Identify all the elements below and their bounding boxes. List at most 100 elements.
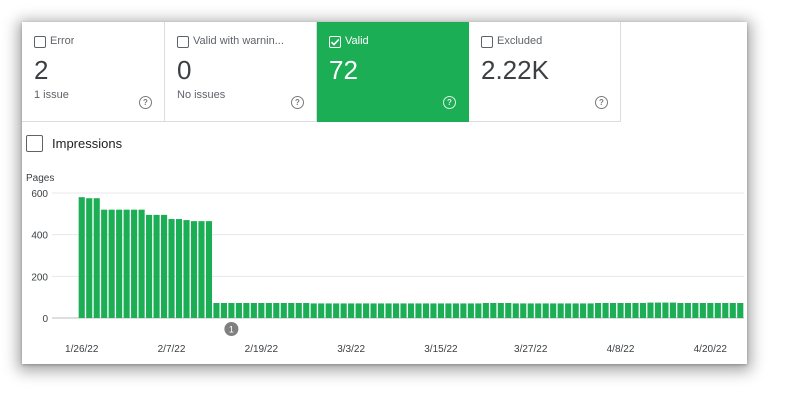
bar[interactable] [86,198,93,318]
bar[interactable] [108,209,115,318]
bar[interactable] [265,303,272,318]
bar[interactable] [310,303,317,318]
bar[interactable] [183,220,190,318]
bar[interactable] [220,303,227,318]
bar[interactable] [677,303,684,318]
bar[interactable] [654,302,662,318]
bar[interactable] [93,198,100,318]
bar[interactable] [699,303,706,318]
impressions-checkbox[interactable] [26,135,43,152]
bar[interactable] [235,303,242,318]
bar[interactable] [213,303,220,318]
help-icon[interactable]: ? [291,96,304,109]
bar[interactable] [662,302,669,318]
bar[interactable] [377,303,385,318]
valid-card[interactable]: Valid 72 ? [317,22,469,122]
bar[interactable] [392,303,400,318]
bar[interactable] [258,303,265,318]
bar[interactable] [482,303,489,318]
bar[interactable] [340,303,347,318]
bar[interactable] [729,303,736,318]
bar[interactable] [452,303,459,318]
bar[interactable] [542,303,549,318]
bar[interactable] [422,303,430,318]
bar[interactable] [639,303,647,318]
bar[interactable] [669,302,676,318]
warning-card[interactable]: Valid with warnin... 0 No issues ? [165,22,317,122]
bar[interactable] [550,303,557,318]
annotation-marker[interactable] [224,322,239,336]
bar[interactable] [280,303,287,318]
bar[interactable] [101,209,108,318]
bar[interactable] [138,209,145,318]
valid-checkbox[interactable] [329,36,341,48]
chart-annotation[interactable]: 1 [224,322,239,336]
bar[interactable] [684,303,691,318]
bar[interactable] [565,303,572,318]
error-checkbox[interactable] [34,36,46,48]
bar[interactable] [198,221,205,318]
bar[interactable] [288,303,295,318]
bar[interactable] [437,303,445,318]
bar[interactable] [692,303,699,318]
bar[interactable] [632,303,639,318]
bar[interactable] [557,303,564,318]
bar[interactable] [407,303,415,318]
bar[interactable] [355,303,362,318]
bar[interactable] [535,303,542,318]
bar[interactable] [160,214,168,318]
bar[interactable] [273,303,280,318]
bar[interactable] [116,209,123,318]
bar[interactable] [153,214,160,318]
bar[interactable] [609,303,617,318]
help-icon[interactable]: ? [595,96,608,109]
bar[interactable] [520,303,527,318]
bar[interactable] [647,302,654,318]
bar[interactable] [505,303,512,318]
bar[interactable] [363,303,370,318]
bar[interactable] [460,303,467,318]
bar[interactable] [250,303,257,318]
bar[interactable] [370,303,377,318]
bar[interactable] [131,209,138,318]
help-icon[interactable]: ? [443,96,456,109]
bar[interactable] [475,303,482,318]
bar[interactable] [497,303,504,318]
bar[interactable] [467,303,474,318]
bar[interactable] [348,303,355,318]
bar[interactable] [512,303,519,318]
bar[interactable] [602,303,609,318]
bar[interactable] [318,303,325,318]
bar[interactable] [527,303,534,318]
bar[interactable] [190,221,198,318]
bar[interactable] [400,303,407,318]
warning-checkbox[interactable] [177,36,189,48]
bar[interactable] [430,303,437,318]
bar[interactable] [146,214,153,318]
bar[interactable] [722,303,729,318]
bar[interactable] [175,219,183,318]
bar[interactable] [205,221,213,318]
bar[interactable] [617,303,624,318]
bar[interactable] [595,303,602,318]
bar[interactable] [243,303,250,318]
bar[interactable] [580,303,587,318]
bar[interactable] [295,303,302,318]
bar[interactable] [168,219,175,318]
bar[interactable] [714,303,721,318]
bar[interactable] [415,303,422,318]
error-card[interactable]: Error 2 1 issue ? [22,22,165,122]
bar[interactable] [385,303,392,318]
bar[interactable] [737,303,744,318]
bar[interactable] [123,209,130,318]
bar[interactable] [325,303,332,318]
bar[interactable] [333,303,340,318]
help-icon[interactable]: ? [139,96,152,109]
bar[interactable] [707,303,714,318]
bar[interactable] [303,303,310,318]
excluded-checkbox[interactable] [481,36,493,48]
bar[interactable] [78,197,85,318]
excluded-card[interactable]: Excluded 2.22K ? [469,22,621,122]
bar[interactable] [624,303,632,318]
bar[interactable] [572,303,579,318]
